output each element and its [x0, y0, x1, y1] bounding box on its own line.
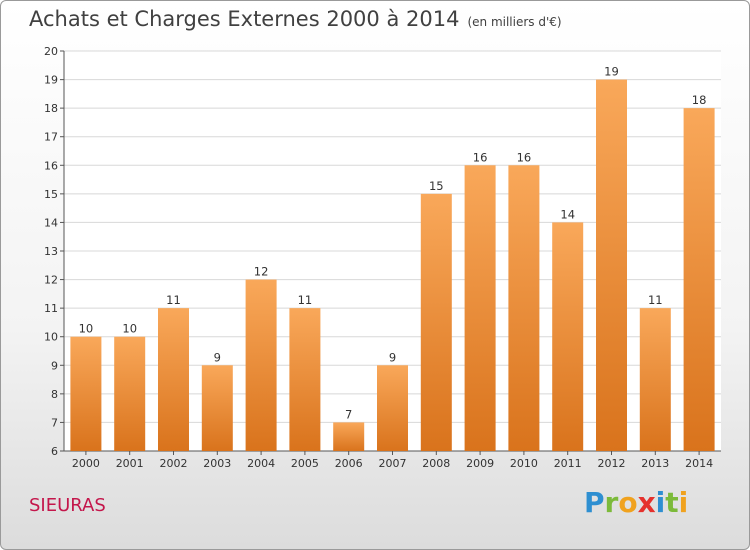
bar	[333, 422, 365, 451]
data-label: 11	[298, 293, 313, 307]
bar	[245, 279, 277, 451]
chart-title-text: Achats et Charges Externes 2000 à 2014	[29, 7, 460, 31]
logo-letter: r	[604, 486, 619, 519]
x-tick-label: 2001	[116, 457, 144, 470]
bar	[114, 336, 146, 451]
x-tick-label: 2006	[335, 457, 363, 470]
data-label: 19	[604, 65, 619, 79]
logo-letter: x	[637, 486, 656, 519]
data-label: 16	[517, 150, 532, 164]
data-label: 11	[166, 293, 181, 307]
y-tick-label: 7	[51, 416, 58, 429]
x-tick-label: 2005	[291, 457, 319, 470]
y-tick-label: 17	[44, 131, 58, 144]
place-name: SIEURAS	[29, 495, 106, 516]
logo-letter: o	[618, 486, 638, 519]
logo-letter: P	[584, 486, 605, 519]
bar	[289, 308, 321, 451]
x-tick-label: 2007	[379, 457, 407, 470]
data-label: 14	[560, 207, 575, 221]
y-tick-label: 11	[44, 302, 58, 315]
y-tick-label: 16	[44, 159, 58, 172]
y-tick-label: 13	[44, 245, 58, 258]
x-tick-label: 2014	[685, 457, 713, 470]
bar	[158, 308, 189, 451]
bar	[508, 165, 540, 452]
x-tick-label: 2008	[422, 457, 450, 470]
bar	[639, 308, 671, 451]
y-tick-label: 15	[44, 188, 58, 201]
bar	[552, 222, 584, 451]
data-label: 10	[122, 322, 137, 336]
y-tick-label: 18	[44, 102, 58, 115]
x-tick-label: 2012	[598, 457, 626, 470]
data-label: 18	[692, 93, 707, 107]
data-label: 9	[389, 350, 396, 364]
x-tick-label: 2010	[510, 457, 538, 470]
bar	[201, 365, 233, 451]
data-label: 9	[214, 350, 221, 364]
y-tick-label: 20	[44, 45, 58, 58]
x-tick-label: 2011	[554, 457, 582, 470]
x-tick-label: 2009	[466, 457, 494, 470]
chart-title: Achats et Charges Externes 2000 à 2014 (e…	[29, 7, 562, 31]
proxiti-logo: Proxiti	[584, 486, 688, 519]
x-tick-label: 2013	[641, 457, 669, 470]
y-tick-label: 8	[51, 388, 58, 401]
logo-letter: t	[665, 486, 679, 519]
logo-letter: i	[655, 486, 666, 519]
data-label: 16	[473, 150, 488, 164]
data-label: 10	[79, 322, 94, 336]
x-tick-label: 2003	[203, 457, 231, 470]
bar	[377, 365, 408, 451]
y-tick-label: 6	[51, 445, 58, 458]
bar	[596, 79, 627, 452]
x-tick-label: 2000	[72, 457, 100, 470]
bar	[420, 193, 452, 451]
y-tick-label: 10	[44, 331, 58, 344]
y-tick-label: 9	[51, 359, 58, 372]
bar	[683, 108, 715, 452]
y-tick-label: 14	[44, 216, 58, 229]
data-label: 7	[345, 407, 352, 421]
x-tick-label: 2004	[247, 457, 275, 470]
y-tick-label: 12	[44, 274, 58, 287]
bar	[70, 336, 102, 451]
data-label: 15	[429, 179, 444, 193]
bar	[464, 165, 496, 452]
y-tick-label: 19	[44, 74, 58, 87]
chart-subtitle: (en milliers d'€)	[467, 15, 562, 29]
x-tick-label: 2002	[160, 457, 188, 470]
data-label: 11	[648, 293, 663, 307]
data-label: 12	[254, 265, 269, 279]
logo-letter: i	[678, 486, 689, 519]
